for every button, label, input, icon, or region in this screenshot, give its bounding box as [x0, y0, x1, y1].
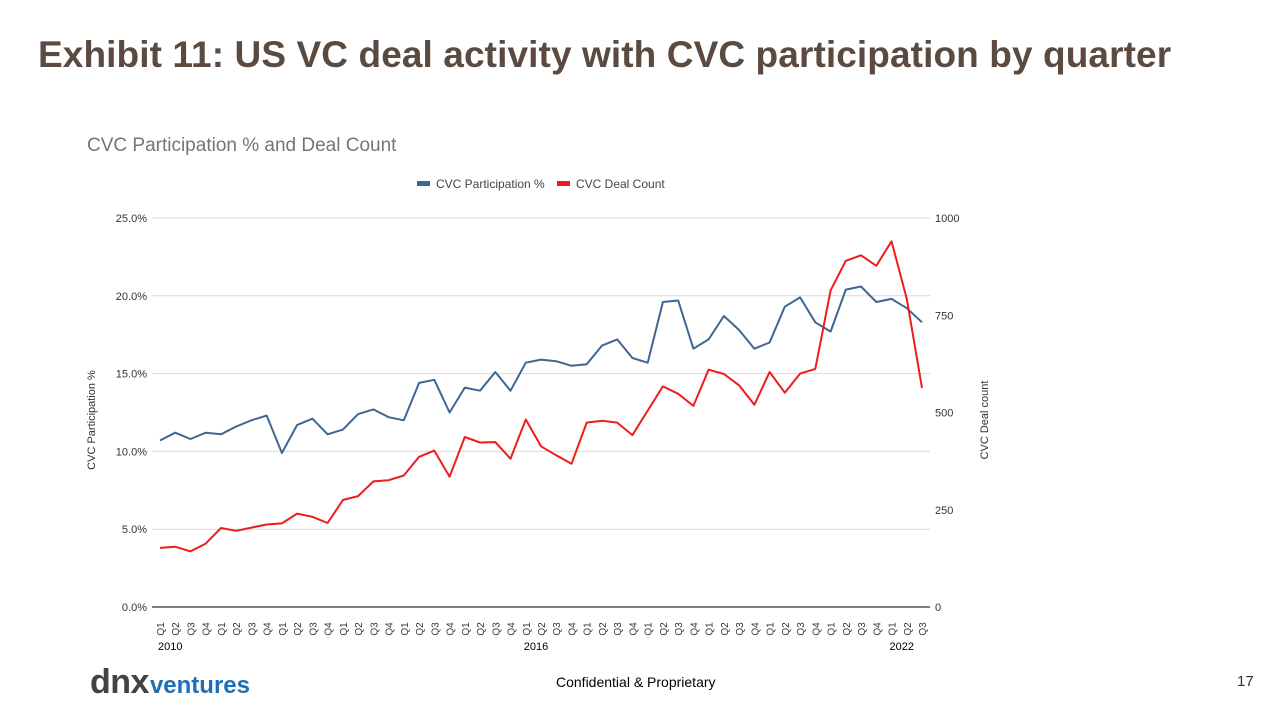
y-tick-label: 5.0% [122, 524, 147, 536]
legend: CVC Participation % CVC Deal Count [417, 177, 665, 191]
x-tick-label: Q1 [339, 622, 350, 636]
x-tick-label: Q4 [750, 622, 761, 636]
x-tick-label: Q2 [476, 622, 487, 636]
y2-tick-label: 500 [935, 408, 953, 420]
year-label: 2010 [158, 641, 182, 653]
x-tick-label: Q3 [674, 622, 685, 636]
x-tick-label: Q2 [293, 622, 304, 636]
x-tick-label: Q3 [491, 622, 502, 636]
y-tick-label: 20.0% [116, 291, 147, 303]
x-tick-label: Q2 [842, 622, 853, 636]
x-tick-label: Q2 [232, 622, 243, 636]
x-tick-label: Q2 [598, 622, 609, 636]
x-tick-label: Q1 [644, 622, 655, 636]
y2-tick-label: 1000 [935, 213, 959, 225]
x-tick-label: Q3 [735, 622, 746, 636]
x-tick-label: Q3 [308, 622, 319, 636]
y-tick-label: 15.0% [116, 369, 147, 381]
x-tick-label: Q1 [705, 622, 716, 636]
y-axis-ticks: 0.0% 5.0% 10.0% 15.0% 20.0% 25.0% [116, 213, 147, 614]
x-tick-label: Q2 [171, 622, 182, 636]
x-tick-label: Q3 [796, 622, 807, 636]
x-axis-ticks: Q1 Q2 Q3 Q4 Q1 Q2 Q3 Q4 Q1 Q2 Q3 Q4 Q1 Q2 Q3 Q4 Q1 Q2 Q3 Q4… [156, 622, 929, 636]
x-tick-label: Q1 [583, 622, 594, 636]
x-tick-label: Q3 [918, 622, 929, 636]
x-tick-label: Q1 [400, 622, 411, 636]
y2-tick-label: 250 [935, 505, 953, 517]
x-tick-label: Q4 [872, 622, 883, 636]
y2-tick-label: 750 [935, 310, 953, 322]
x-tick-label: Q2 [537, 622, 548, 636]
deal-count-line [159, 240, 923, 553]
x-tick-label: Q4 [689, 622, 700, 636]
x-axis-year-labels: 2010 2016 2022 [158, 641, 914, 653]
y-tick-label: 25.0% [116, 213, 147, 225]
x-tick-label: Q4 [202, 622, 213, 636]
x-tick-label: Q1 [522, 622, 533, 636]
legend-label-participation: CVC Participation % [436, 177, 545, 191]
x-tick-label: Q3 [430, 622, 441, 636]
gridlines [152, 217, 930, 530]
y-tick-label: 0.0% [122, 602, 147, 614]
y2-axis-label: CVC Deal count [979, 381, 991, 460]
x-tick-label: Q3 [369, 622, 380, 636]
y-axis-label: CVC Participation % [86, 370, 98, 470]
slide-title: Exhibit 11: US VC deal activity with CVC… [38, 34, 1172, 75]
y2-axis-ticks: 0 250 500 750 1000 [935, 213, 959, 614]
x-tick-label: Q3 [247, 622, 258, 636]
logo-dnx-text: dnx [90, 663, 149, 701]
x-tick-label: Q1 [461, 622, 472, 636]
x-tick-label: Q1 [278, 622, 289, 636]
series-lines [159, 240, 923, 553]
chart-title: CVC Participation % and Deal Count [87, 135, 397, 156]
legend-swatch-deal-count [557, 181, 570, 186]
x-tick-label: Q1 [827, 622, 838, 636]
y2-tick-label: 0 [935, 602, 941, 614]
legend-label-deal-count: CVC Deal Count [576, 177, 665, 191]
x-tick-label: Q2 [720, 622, 731, 636]
x-tick-label: Q1 [888, 622, 899, 636]
x-tick-label: Q4 [568, 622, 579, 636]
x-tick-label: Q4 [385, 622, 396, 636]
x-tick-label: Q3 [613, 622, 624, 636]
x-tick-label: Q4 [446, 622, 457, 636]
logo-ventures-text: ventures [149, 672, 250, 699]
dnx-ventures-logo: dnxventures [90, 663, 250, 702]
x-tick-label: Q4 [811, 622, 822, 636]
x-tick-label: Q4 [628, 622, 639, 636]
year-label: 2016 [524, 641, 548, 653]
x-tick-label: Q2 [659, 622, 670, 636]
participation-line [159, 285, 923, 454]
x-tick-label: Q2 [903, 622, 914, 636]
x-tick-label: Q1 [156, 622, 167, 636]
footer-text: Confidential & Proprietary [556, 674, 716, 690]
x-tick-label: Q3 [857, 622, 868, 636]
x-tick-label: Q2 [354, 622, 365, 636]
y-tick-label: 10.0% [116, 446, 147, 458]
x-tick-label: Q3 [187, 622, 198, 636]
x-tick-label: Q1 [217, 622, 228, 636]
page-number: 17 [1237, 673, 1254, 690]
legend-swatch-participation [417, 181, 430, 186]
year-label: 2022 [890, 641, 914, 653]
x-tick-label: Q1 [766, 622, 777, 636]
x-tick-label: Q4 [263, 622, 274, 636]
x-tick-label: Q2 [415, 622, 426, 636]
x-tick-label: Q3 [552, 622, 563, 636]
x-tick-label: Q2 [781, 622, 792, 636]
x-tick-label: Q4 [507, 622, 518, 636]
x-tick-label: Q4 [324, 622, 335, 636]
